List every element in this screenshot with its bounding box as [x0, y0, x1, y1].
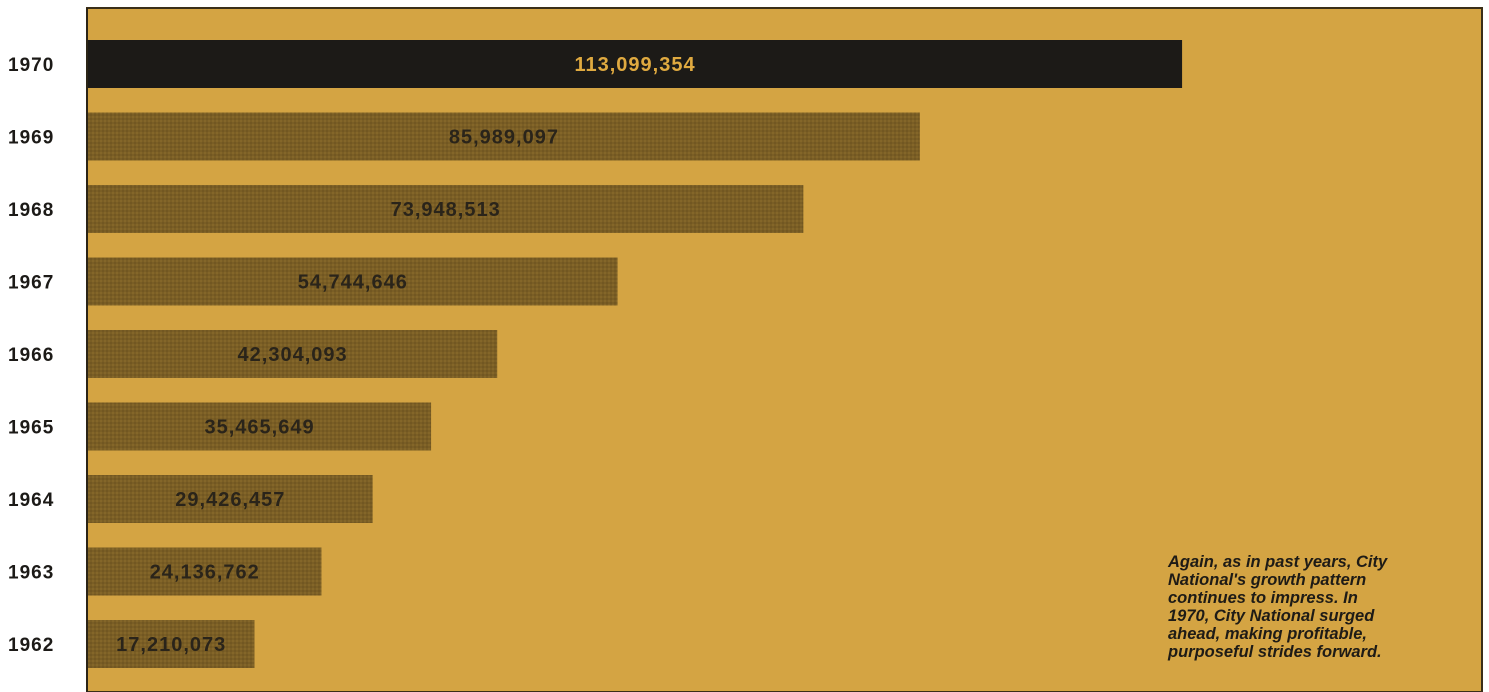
- year-label: 1963: [8, 563, 54, 584]
- bar: [88, 547, 322, 596]
- bar-value-label: 85,989,097: [449, 127, 559, 149]
- bar: [88, 112, 920, 161]
- bar-value-label: 113,099,354: [574, 54, 695, 76]
- bar-value-label: 42,304,093: [238, 344, 348, 366]
- year-label: 1967: [8, 273, 54, 294]
- chart-caption: Again, as in past years, City National's…: [1168, 553, 1388, 661]
- year-label: 1966: [8, 345, 54, 366]
- bar: [88, 185, 804, 233]
- year-label: 1970: [8, 55, 54, 76]
- year-label: 1969: [8, 128, 54, 149]
- year-label: 1965: [8, 418, 54, 439]
- bar-value-label: 35,465,649: [204, 417, 314, 439]
- bars-layer: 1970 113,099,354 1969 85,989,097 1968 73,948,…: [8, 40, 1183, 668]
- bar-value-label: 24,136,762: [150, 562, 260, 584]
- bar-value-label: 17,210,073: [116, 634, 226, 656]
- bar: [88, 402, 432, 451]
- bar: [88, 330, 498, 378]
- bar-value-label: 29,426,457: [175, 489, 285, 511]
- year-label: 1964: [8, 490, 54, 511]
- bar: [88, 257, 618, 306]
- bar-value-label: 73,948,513: [391, 199, 501, 221]
- year-label: 1968: [8, 200, 54, 221]
- bar: [88, 620, 255, 668]
- bar: [88, 475, 373, 523]
- bar-highlighted: [88, 40, 1183, 88]
- bar-value-label: 54,744,646: [298, 272, 408, 294]
- year-label: 1962: [8, 635, 54, 656]
